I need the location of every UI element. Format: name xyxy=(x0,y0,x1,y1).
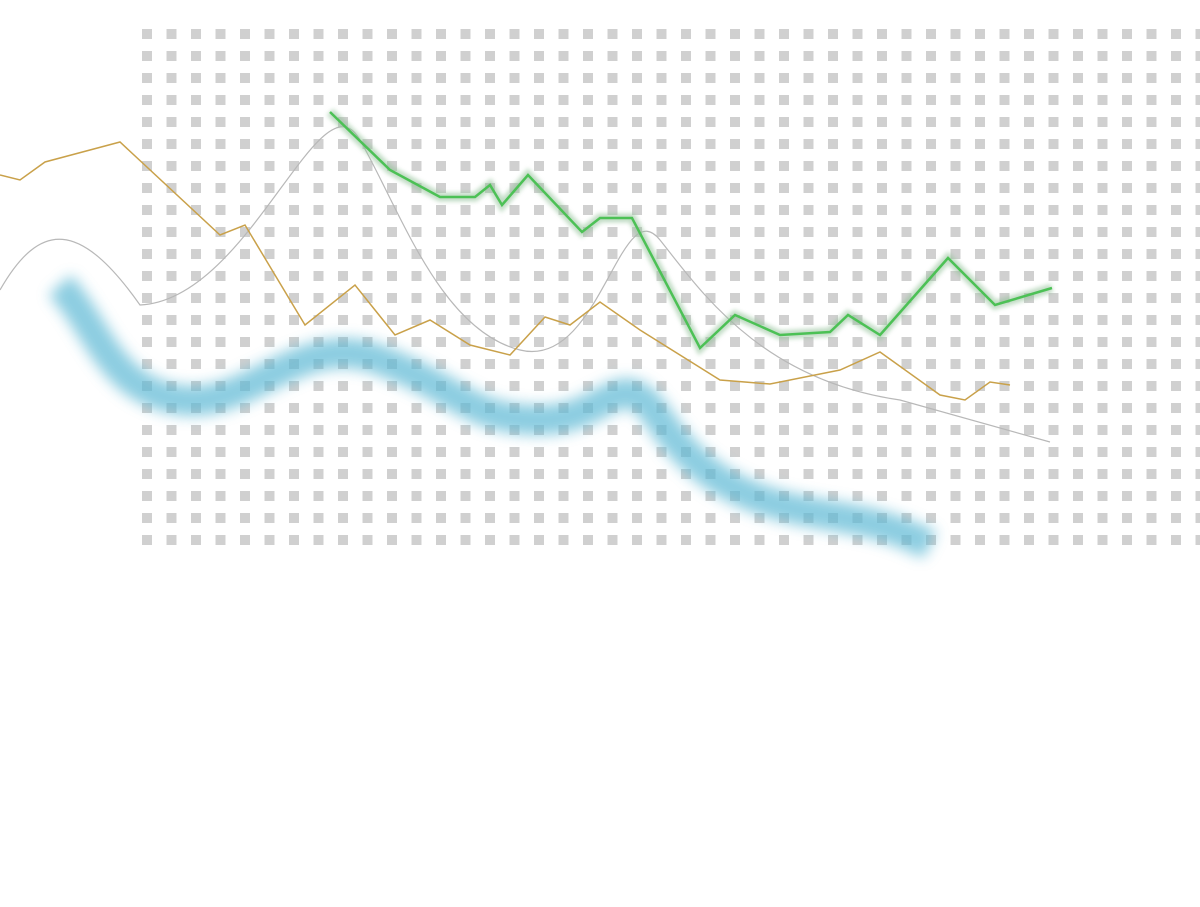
green-line xyxy=(329,111,1053,351)
blue-band xyxy=(48,275,937,559)
trend-curve xyxy=(0,126,1051,443)
gold-line xyxy=(0,141,1011,401)
